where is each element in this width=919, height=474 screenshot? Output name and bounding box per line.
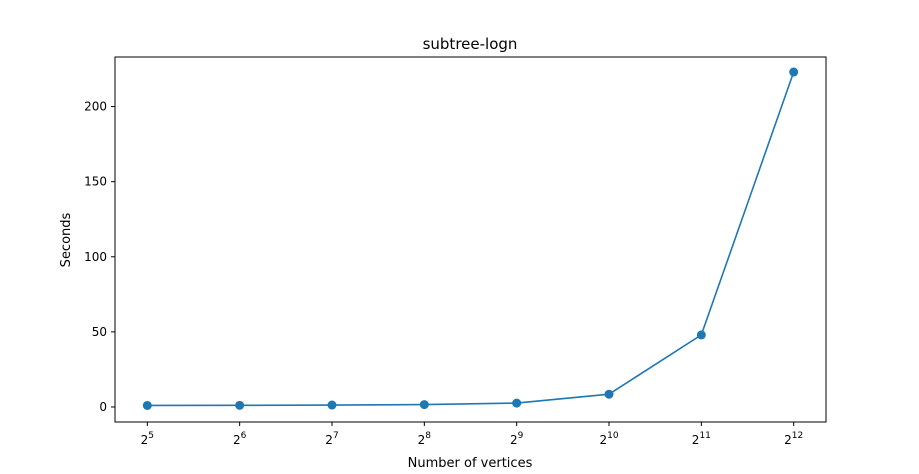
x-tick-label: 212 [784,431,803,447]
y-axis-ticks: 0 50 100 150 200 [84,100,115,414]
x-tick-label: 29 [510,431,524,447]
x-tick-label: 25 [141,431,154,447]
x-tick-label: 210 [599,431,618,447]
y-tick-label: 100 [84,250,107,264]
data-point [419,400,429,410]
x-tick-label: 27 [325,431,338,447]
y-axis-label: Seconds [59,212,74,267]
series-line [147,71,795,407]
data-point [512,398,522,408]
y-tick-label: 0 [99,400,107,414]
x-axis-ticks: 25 26 27 28 29 210 211 212 [141,422,803,447]
y-tick-label: 50 [92,325,107,339]
chart-title: subtree-logn [423,35,518,53]
data-point [604,389,614,399]
data-point [696,330,706,340]
data-point [142,400,152,410]
x-tick-label: 28 [418,431,432,447]
x-axis-label: Number of vertices [408,456,533,471]
data-point [327,400,337,410]
y-tick-label: 150 [84,175,107,189]
data-point [789,67,799,77]
axes-frame [114,56,827,423]
x-tick-label: 26 [233,431,247,447]
plot-area [142,67,799,410]
x-tick-label: 211 [692,431,711,447]
data-point [235,400,245,410]
y-tick-label: 200 [84,100,107,114]
